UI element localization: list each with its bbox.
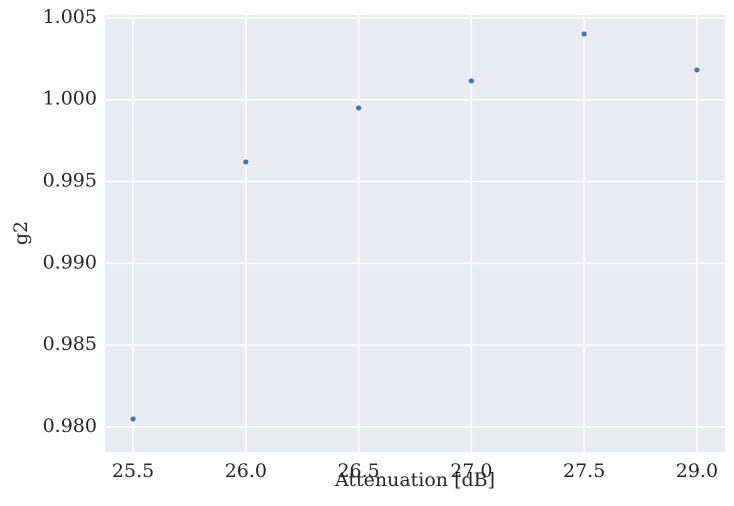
x-tick-label: 29.0 bbox=[676, 460, 718, 482]
y-tick-label: 0.995 bbox=[43, 170, 97, 192]
grid bbox=[105, 15, 725, 452]
x-tick-label: 26.5 bbox=[337, 460, 379, 482]
y-tick-label: 0.980 bbox=[43, 415, 97, 437]
y-axis-label: g2 bbox=[10, 221, 32, 245]
point bbox=[581, 31, 587, 37]
y-tick-label: 0.985 bbox=[43, 333, 97, 355]
point bbox=[356, 105, 362, 111]
x-tick-label: 26.0 bbox=[225, 460, 267, 482]
y-tick-label: 1.005 bbox=[43, 6, 97, 28]
y-tick-label: 1.000 bbox=[43, 88, 97, 110]
plot-area bbox=[105, 15, 725, 452]
marks bbox=[130, 31, 700, 422]
x-tick-label: 25.5 bbox=[112, 460, 154, 482]
x-tick-label: 27.5 bbox=[563, 460, 605, 482]
y-tick-label: 0.990 bbox=[43, 251, 97, 273]
x-tick-label: 27.0 bbox=[450, 460, 492, 482]
x-axis-label: Attenuation [dB] bbox=[334, 469, 495, 491]
point bbox=[468, 78, 474, 84]
point bbox=[130, 416, 136, 422]
point bbox=[694, 67, 700, 73]
point bbox=[243, 159, 249, 165]
